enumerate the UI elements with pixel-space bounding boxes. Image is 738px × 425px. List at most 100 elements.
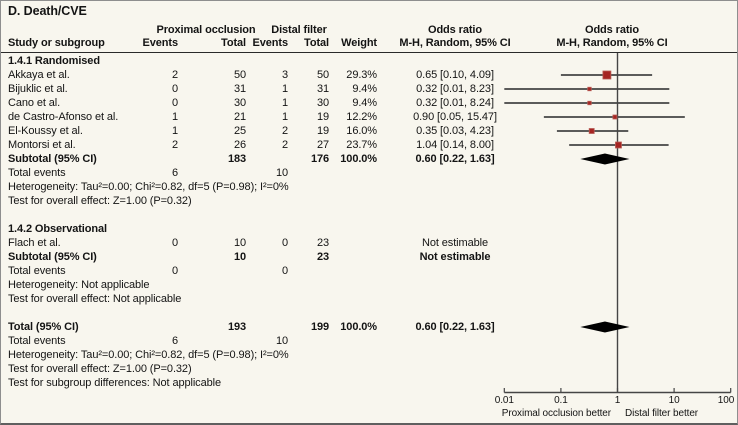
subgroup-heading-row: 1.4.1 Randomised bbox=[1, 54, 737, 68]
subgroup-heading: 1.4.1 Randomised bbox=[8, 55, 100, 67]
heterogeneity-text: Heterogeneity: Tau²=0.00; Chi²=0.82, df=… bbox=[8, 181, 289, 193]
total-distal: 27 bbox=[316, 139, 329, 151]
header-row-groups: Proximal occlusion Distal filter Odds ra… bbox=[1, 24, 737, 37]
weight-value: 16.0% bbox=[346, 125, 377, 137]
total-proximal: 21 bbox=[233, 111, 246, 123]
col-plot-sub: M-H, Random, 95% CI bbox=[556, 37, 668, 49]
heterogeneity-text: Heterogeneity: Tau²=0.00; Chi²=0.82, df=… bbox=[8, 349, 289, 361]
study-row: Cano et al. 0 30 1 30 9.4% 0.32 [0.01, 8… bbox=[1, 96, 737, 110]
events-proximal: 0 bbox=[171, 237, 178, 249]
study-row: El-Koussy et al. 1 25 2 19 16.0% 0.35 [0… bbox=[1, 124, 737, 138]
subgroup-heading: 1.4.2 Observational bbox=[8, 223, 107, 235]
total-proximal: 10 bbox=[233, 237, 246, 249]
col-group-distal: Distal filter bbox=[271, 24, 327, 36]
overall-test-text: Test for overall effect: Z=1.00 (P=0.32) bbox=[8, 195, 192, 207]
col-events-distal: Events bbox=[252, 37, 289, 49]
events-distal: 2 bbox=[281, 125, 288, 137]
events-distal: 1 bbox=[281, 83, 288, 95]
weight-value: 29.3% bbox=[346, 69, 377, 81]
events-distal: 1 bbox=[281, 97, 288, 109]
total-distal: 19 bbox=[316, 111, 329, 123]
header-divider bbox=[1, 52, 737, 53]
col-events-proximal: Events bbox=[142, 37, 179, 49]
col-study: Study or subgroup bbox=[8, 37, 105, 49]
heterogeneity-row: Heterogeneity: Tau²=0.00; Chi²=0.82, df=… bbox=[1, 348, 737, 362]
events-proximal: 0 bbox=[171, 83, 178, 95]
subtotal-row: Subtotal (95% CI) 10 23 Not estimable bbox=[1, 250, 737, 264]
subtotal-row: Subtotal (95% CI) 183 176 100.0% 0.60 [0… bbox=[1, 152, 737, 166]
study-row: de Castro-Afonso et al. 1 21 1 19 12.2% … bbox=[1, 110, 737, 124]
events-distal: 0 bbox=[281, 237, 288, 249]
study-name: de Castro-Afonso et al. bbox=[8, 111, 119, 123]
overall-test-row: Test for overall effect: Z=1.00 (P=0.32) bbox=[1, 362, 737, 376]
subgroup-heading-row: 1.4.2 Observational bbox=[1, 222, 737, 236]
study-name: Cano et al. bbox=[8, 97, 61, 109]
study-row: Akkaya et al. 2 50 3 50 29.3% 0.65 [0.10… bbox=[1, 68, 737, 82]
events-distal: 1 bbox=[281, 111, 288, 123]
axis-label-left: Proximal occlusion better bbox=[501, 408, 611, 419]
events-distal: 3 bbox=[281, 69, 288, 81]
study-name: Bijuklic et al. bbox=[8, 83, 68, 95]
total-events-row: Total events 0 0 bbox=[1, 264, 737, 278]
subtotal-total-distal: 176 bbox=[310, 153, 329, 165]
total-proximal: 26 bbox=[233, 139, 246, 151]
or-ci-text: Not estimable bbox=[422, 237, 488, 249]
heterogeneity-row: Heterogeneity: Tau²=0.00; Chi²=0.82, df=… bbox=[1, 180, 737, 194]
or-ci-text: 0.65 [0.10, 4.09] bbox=[416, 69, 494, 81]
weight-value: 12.2% bbox=[346, 111, 377, 123]
subgroup-test-text: Test for subgroup differences: Not appli… bbox=[8, 377, 221, 389]
study-name: El-Koussy et al. bbox=[8, 125, 83, 137]
weight-value: 9.4% bbox=[352, 83, 377, 95]
study-row: Montorsi et al. 2 26 2 27 23.7% 1.04 [0.… bbox=[1, 138, 737, 152]
study-row: Flach et al. 0 10 0 23 Not estimable bbox=[1, 236, 737, 250]
subtotal-or-ci: Not estimable bbox=[419, 251, 491, 263]
col-total-distal: Total bbox=[304, 37, 329, 49]
grand-total-proximal: 193 bbox=[227, 321, 246, 333]
or-ci-text: 0.35 [0.03, 4.23] bbox=[416, 125, 494, 137]
events-proximal: 2 bbox=[171, 69, 178, 81]
grand-total-weight: 100.0% bbox=[340, 321, 377, 333]
total-proximal: 50 bbox=[233, 69, 246, 81]
overall-test-row: Test for overall effect: Z=1.00 (P=0.32) bbox=[1, 194, 737, 208]
total-events-proximal: 0 bbox=[171, 265, 178, 277]
figure-title: D. Death/CVE bbox=[8, 4, 87, 18]
overall-test-text: Test for overall effect: Z=1.00 (P=0.32) bbox=[8, 363, 192, 375]
col-group-proximal: Proximal occlusion bbox=[156, 24, 256, 36]
subtotal-or-ci: 0.60 [0.22, 1.63] bbox=[415, 153, 495, 165]
weight-value: 23.7% bbox=[346, 139, 377, 151]
total-distal: 23 bbox=[316, 237, 329, 249]
total-proximal: 25 bbox=[233, 125, 246, 137]
total-proximal: 30 bbox=[233, 97, 246, 109]
axis-tick-label: 0.01 bbox=[494, 395, 514, 406]
spacer-row bbox=[1, 306, 737, 320]
grand-total-distal: 199 bbox=[310, 321, 329, 333]
axis-tick-label: 1 bbox=[614, 395, 621, 406]
overall-test-row: Test for overall effect: Not applicable bbox=[1, 292, 737, 306]
total-events-distal: 10 bbox=[275, 335, 288, 347]
subtotal-total-distal: 23 bbox=[316, 251, 329, 263]
grand-total-label: Total (95% CI) bbox=[8, 321, 79, 333]
events-proximal: 1 bbox=[171, 111, 178, 123]
events-proximal: 0 bbox=[171, 97, 178, 109]
grand-total-row: Total (95% CI) 193 199 100.0% 0.60 [0.22… bbox=[1, 320, 737, 334]
subtotal-label: Subtotal (95% CI) bbox=[8, 153, 97, 165]
study-name: Akkaya et al. bbox=[8, 69, 70, 81]
events-proximal: 1 bbox=[171, 125, 178, 137]
total-proximal: 31 bbox=[233, 83, 246, 95]
subtotal-total-proximal: 10 bbox=[233, 251, 246, 263]
heterogeneity-row: Heterogeneity: Not applicable bbox=[1, 278, 737, 292]
study-name: Montorsi et al. bbox=[8, 139, 76, 151]
total-distal: 30 bbox=[316, 97, 329, 109]
total-events-label: Total events bbox=[8, 265, 66, 277]
table-header: Proximal occlusion Distal filter Odds ra… bbox=[1, 24, 737, 50]
subtotal-label: Subtotal (95% CI) bbox=[8, 251, 97, 263]
total-events-distal: 10 bbox=[275, 167, 288, 179]
or-ci-text: 1.04 [0.14, 8.00] bbox=[416, 139, 494, 151]
spacer-row bbox=[1, 208, 737, 222]
heterogeneity-text: Heterogeneity: Not applicable bbox=[8, 279, 150, 291]
total-events-label: Total events bbox=[8, 167, 66, 179]
total-events-proximal: 6 bbox=[171, 167, 178, 179]
overall-test-text: Test for overall effect: Not applicable bbox=[8, 293, 182, 305]
total-events-proximal: 6 bbox=[171, 335, 178, 347]
